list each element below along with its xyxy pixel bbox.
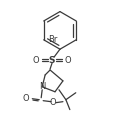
Text: O: O [64,56,71,65]
Text: N: N [39,82,45,91]
Text: O: O [32,56,39,65]
Text: O: O [49,98,56,107]
Text: Br: Br [47,35,56,44]
Text: S: S [48,56,55,65]
Text: O: O [22,94,29,103]
